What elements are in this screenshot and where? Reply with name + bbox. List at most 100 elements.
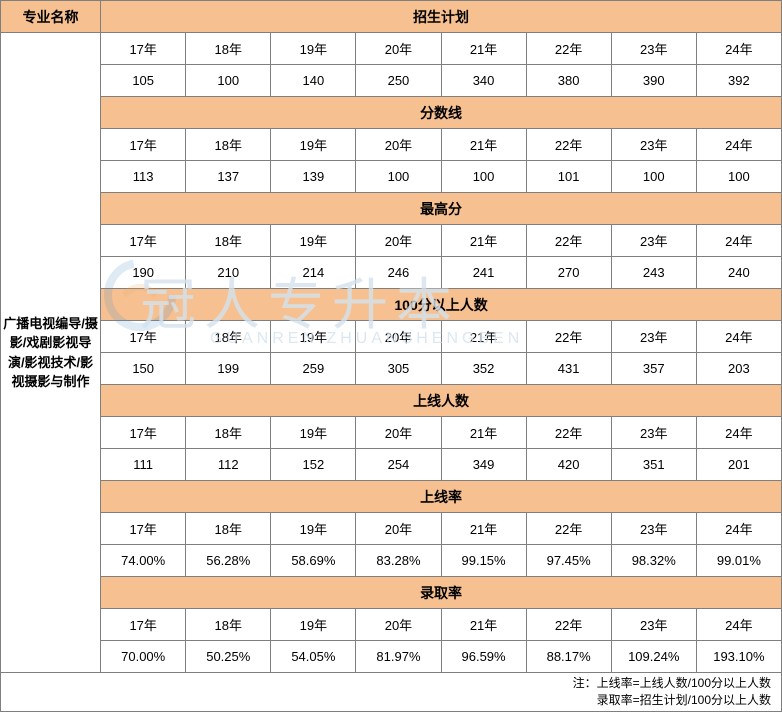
year-cell: 17年 [101, 513, 186, 545]
value-cell: 240 [696, 257, 781, 289]
year-cell: 24年 [696, 321, 781, 353]
value-cell: 305 [356, 353, 441, 385]
value-cell: 254 [356, 449, 441, 481]
value-cell: 112 [186, 449, 271, 481]
year-cell: 22年 [526, 321, 611, 353]
year-cell: 19年 [271, 321, 356, 353]
year-cell: 24年 [696, 417, 781, 449]
value-cell: 392 [696, 65, 781, 97]
value-cell: 111 [101, 449, 186, 481]
value-cell: 101 [526, 161, 611, 193]
value-cell: 113 [101, 161, 186, 193]
value-cell: 351 [611, 449, 696, 481]
year-cell: 19年 [271, 225, 356, 257]
section-header-1: 分数线 [101, 97, 782, 129]
value-cell: 193.10% [696, 641, 781, 673]
value-cell: 250 [356, 65, 441, 97]
year-cell: 24年 [696, 513, 781, 545]
year-cell: 23年 [611, 513, 696, 545]
value-cell: 270 [526, 257, 611, 289]
section-header-4: 上线人数 [101, 385, 782, 417]
year-cell: 20年 [356, 321, 441, 353]
value-cell: 420 [526, 449, 611, 481]
value-cell: 100 [611, 161, 696, 193]
year-cell: 23年 [611, 225, 696, 257]
year-cell: 18年 [186, 417, 271, 449]
year-cell: 17年 [101, 33, 186, 65]
year-cell: 21年 [441, 33, 526, 65]
value-cell: 203 [696, 353, 781, 385]
year-cell: 18年 [186, 609, 271, 641]
value-cell: 105 [101, 65, 186, 97]
year-cell: 24年 [696, 609, 781, 641]
value-cell: 98.32% [611, 545, 696, 577]
section-header-0: 招生计划 [101, 1, 782, 33]
value-cell: 70.00% [101, 641, 186, 673]
year-cell: 22年 [526, 33, 611, 65]
year-cell: 17年 [101, 129, 186, 161]
value-cell: 54.05% [271, 641, 356, 673]
value-cell: 100 [186, 65, 271, 97]
value-cell: 100 [356, 161, 441, 193]
year-cell: 20年 [356, 33, 441, 65]
value-cell: 214 [271, 257, 356, 289]
value-cell: 150 [101, 353, 186, 385]
value-cell: 99.01% [696, 545, 781, 577]
value-cell: 83.28% [356, 545, 441, 577]
value-cell: 96.59% [441, 641, 526, 673]
note-cell: 注：上线率=上线人数/100分以上人数 录取率=招生计划/100分以上人数 [1, 673, 782, 712]
year-cell: 22年 [526, 609, 611, 641]
value-cell: 199 [186, 353, 271, 385]
year-cell: 24年 [696, 225, 781, 257]
year-cell: 19年 [271, 129, 356, 161]
year-cell: 21年 [441, 609, 526, 641]
year-cell: 17年 [101, 321, 186, 353]
year-cell: 22年 [526, 129, 611, 161]
value-cell: 81.97% [356, 641, 441, 673]
value-cell: 190 [101, 257, 186, 289]
year-cell: 17年 [101, 417, 186, 449]
value-cell: 246 [356, 257, 441, 289]
year-cell: 20年 [356, 129, 441, 161]
year-cell: 19年 [271, 513, 356, 545]
value-cell: 340 [441, 65, 526, 97]
year-cell: 19年 [271, 33, 356, 65]
note-line-1: 注：上线率=上线人数/100分以上人数 [573, 676, 771, 690]
year-cell: 19年 [271, 417, 356, 449]
value-cell: 152 [271, 449, 356, 481]
value-cell: 109.24% [611, 641, 696, 673]
value-cell: 352 [441, 353, 526, 385]
value-cell: 88.17% [526, 641, 611, 673]
year-cell: 24年 [696, 129, 781, 161]
year-cell: 24年 [696, 33, 781, 65]
data-table: 专业名称 招生计划 广播电视编导/摄影/戏剧影视导演/影视技术/影视摄影与制作 … [0, 0, 782, 712]
year-cell: 23年 [611, 321, 696, 353]
year-cell: 22年 [526, 513, 611, 545]
section-header-2: 最高分 [101, 193, 782, 225]
year-cell: 21年 [441, 321, 526, 353]
value-cell: 139 [271, 161, 356, 193]
value-cell: 431 [526, 353, 611, 385]
year-cell: 21年 [441, 513, 526, 545]
year-cell: 22年 [526, 225, 611, 257]
year-cell: 20年 [356, 417, 441, 449]
value-cell: 58.69% [271, 545, 356, 577]
year-cell: 19年 [271, 609, 356, 641]
value-cell: 140 [271, 65, 356, 97]
year-cell: 22年 [526, 417, 611, 449]
value-cell: 380 [526, 65, 611, 97]
value-cell: 201 [696, 449, 781, 481]
year-cell: 17年 [101, 609, 186, 641]
section-header-5: 上线率 [101, 481, 782, 513]
note-line-2: 录取率=招生计划/100分以上人数 [597, 693, 771, 707]
year-cell: 20年 [356, 513, 441, 545]
year-cell: 18年 [186, 225, 271, 257]
section-header-6: 录取率 [101, 577, 782, 609]
value-cell: 241 [441, 257, 526, 289]
value-cell: 243 [611, 257, 696, 289]
value-cell: 357 [611, 353, 696, 385]
year-cell: 20年 [356, 225, 441, 257]
year-cell: 18年 [186, 33, 271, 65]
section-header-3: 100分以上人数 [101, 289, 782, 321]
year-cell: 21年 [441, 129, 526, 161]
